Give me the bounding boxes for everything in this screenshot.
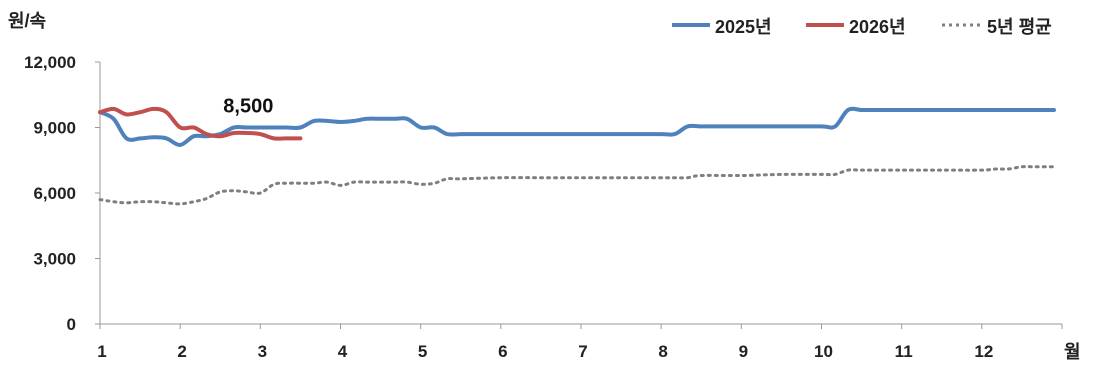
y-axis-unit-label: 원/속 <box>8 11 46 31</box>
x-tick-label: 9 <box>739 342 748 361</box>
annotation-label: 8,500 <box>223 96 273 118</box>
x-tick-label: 2 <box>177 342 186 361</box>
y-tick-label: 12,000 <box>24 53 76 72</box>
y-tick-label: 0 <box>67 315 76 334</box>
x-axis-unit-label: 월 <box>1064 342 1081 362</box>
annotations: 8,500 <box>223 96 273 118</box>
x-tick-label: 12 <box>974 342 993 361</box>
y-tick-label: 9,000 <box>33 119 76 138</box>
legend-label-2026: 2026년 <box>849 17 906 37</box>
x-tick-label: 7 <box>578 342 587 361</box>
x-tick-label: 8 <box>658 342 667 361</box>
x-tick-label: 4 <box>338 342 348 361</box>
legend: 2025년 2026년 5년 평균 <box>672 17 1052 37</box>
y-tick-label: 3,000 <box>33 250 76 269</box>
x-tick-label: 1 <box>97 342 106 361</box>
legend-label-2025: 2025년 <box>715 17 772 37</box>
y-tick-label: 6,000 <box>33 184 76 203</box>
x-tick-label: 5 <box>418 342 427 361</box>
x-tick-label: 3 <box>258 342 267 361</box>
x-axis-ticks: 1 2 3 4 5 6 7 8 9 10 11 12 <box>97 324 1063 361</box>
series-line-5yr-avg <box>98 165 1056 206</box>
x-tick-label: 10 <box>814 342 833 361</box>
series-lines <box>98 106 1056 206</box>
y-axis-ticks: 0 3,000 6,000 9,000 12,000 <box>24 53 100 334</box>
series-line-2026 <box>98 106 303 141</box>
x-tick-label: 6 <box>498 342 507 361</box>
x-tick-label: 11 <box>895 342 913 361</box>
legend-label-5yr-avg: 5년 평균 <box>987 17 1052 37</box>
